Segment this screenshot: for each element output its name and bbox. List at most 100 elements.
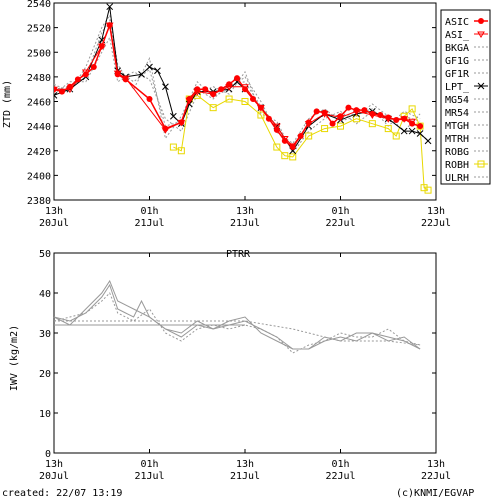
iwv-series [53,279,421,354]
legend-item-bkga: BKGA [445,43,469,54]
legend-item-lpt: LPT_ [445,82,470,93]
point-robh [209,104,217,112]
x-tick-label: 21Jul [230,218,260,229]
x-tick-label: 13h [236,459,254,470]
legend-item-robh: ROBH [445,160,469,171]
y-tick-label: 2460 [27,98,51,109]
iwv-series-line [54,320,421,346]
y-tick-label: 30 [39,329,51,340]
x-tick-label: 21Jul [230,471,260,482]
legend-marker [478,18,484,24]
ztd-series-group [54,3,432,194]
y-tick-label: 10 [39,409,51,420]
point-asic [218,86,225,93]
iwv-y-axis-label: IWV (kg/m2) [9,325,20,391]
point-asic [353,107,360,114]
x-tick-label: 20Jul [39,218,69,229]
x-tick-label: 22Jul [325,471,355,482]
x-tick-label: 01h [140,206,158,217]
point-lpt [54,94,58,99]
series-line-mr54 [54,35,421,155]
point-robh [257,111,265,119]
point-asic [281,137,288,144]
point-asic [194,86,201,93]
point-asic [265,115,272,122]
point-asic [273,126,280,133]
legend-item-mg54: MG54 [445,95,469,106]
point-robh [241,98,249,105]
point-robh [273,143,281,151]
point-robh [321,125,329,133]
series-line-bkga [54,13,421,145]
point-lpt [98,36,106,44]
iwv-chart-title: PTRR [226,249,251,260]
point-robh [337,122,344,130]
x-tick-label: 13h [427,206,445,217]
point-asic [146,96,153,103]
point-asic [178,119,185,126]
point-robh [281,152,289,160]
point-lpt [170,112,177,120]
point-asic [313,108,320,115]
y-tick-label: 2540 [27,0,51,10]
point-lpt [54,91,58,97]
point-asic [409,120,416,127]
point-lpt [400,127,408,135]
point-asic [226,81,233,88]
point-asic [90,64,97,71]
point-robh [305,132,313,140]
ztd-chart: 2380 2400 2420 2440 2460 2480 2500 2520 2540 13h… [2,0,491,229]
x-tick-label: 13h [236,206,254,217]
point-asic [82,71,89,78]
point-robh [177,147,185,155]
point-lpt [424,137,432,145]
x-tick-label: 13h [45,459,63,470]
point-asic [329,120,336,127]
point-asic [210,91,217,98]
y-tick-label: 2400 [27,171,51,182]
y-tick-label: 2440 [27,122,51,133]
x-tick-label: 21Jul [134,218,164,229]
legend-item-mtgh: MTGH [445,121,469,132]
point-lpt [162,83,169,91]
created-timestamp: created: 22/07 13:19 [2,488,122,499]
series-line-asic [54,22,421,149]
point-robh [424,186,432,194]
point-lpt [408,127,416,135]
iwv-series-line [53,279,421,350]
point-asic [234,75,241,82]
point-asic [393,116,400,123]
x-tick-label: 13h [427,459,445,470]
x-tick-label: 20Jul [39,471,69,482]
point-lpt [106,3,114,11]
y-tick-label: 40 [39,289,51,300]
point-robh [392,132,400,140]
point-asic [162,125,169,132]
y-tick-label: 2380 [27,196,51,207]
point-asic [249,96,256,103]
iwv-series-line [53,292,421,354]
point-robh [169,143,177,151]
legend-box [440,9,491,185]
legend-item-gf1g: GF1G [445,56,469,67]
point-robh [225,95,233,103]
point-lpt [154,67,161,75]
legend-marker [477,82,485,90]
legend-item-ulrh: ULRH [445,173,469,184]
point-robh [420,184,428,192]
point-asic [385,114,392,121]
point-asic [289,144,296,151]
x-tick-label: 01h [140,459,158,470]
point-asic [321,109,328,116]
legend-item-asi: ASI_ [445,30,470,41]
point-asic [305,119,312,126]
point-asic [98,43,105,50]
iwv-series-line [53,283,421,350]
legend-marker [477,160,485,168]
iwv-y-ticks: 0 10 20 30 40 50 [39,249,436,460]
point-asic [58,88,65,95]
point-asic [401,115,408,122]
